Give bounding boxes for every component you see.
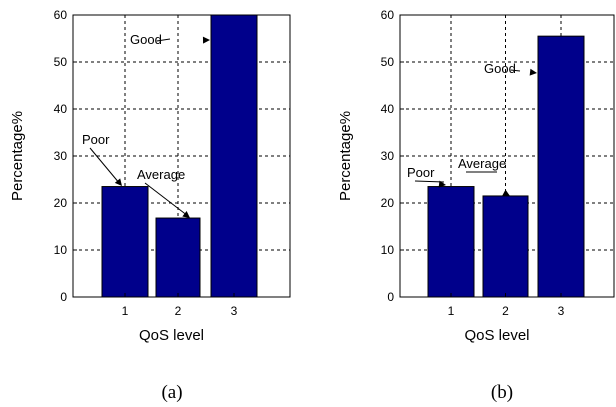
panel-caption: (b) <box>491 382 513 403</box>
annotation-good: Good <box>130 32 162 47</box>
y-tick-label: 40 <box>381 102 395 116</box>
x-tick-label: 1 <box>448 304 455 318</box>
y-tick-label: 10 <box>381 243 395 257</box>
y-tick-label: 20 <box>54 196 68 210</box>
x-tick-label: 2 <box>175 304 182 318</box>
annotation-good: Good <box>484 61 516 76</box>
y-axis-label: Percentage% <box>9 111 26 201</box>
annotation-average: Average <box>137 167 185 182</box>
y-tick-label: 50 <box>381 55 395 69</box>
annotation-arrow-head <box>502 189 510 196</box>
annotation-arrow-line <box>89 147 121 185</box>
y-tick-label: 60 <box>54 8 68 22</box>
y-axis-label: Percentage% <box>337 111 354 201</box>
y-tick-label: 10 <box>54 243 68 257</box>
y-tick-label: 30 <box>54 149 68 163</box>
y-tick-label: 40 <box>54 102 68 116</box>
annotation-arrow-head <box>202 36 210 44</box>
annotation-arrow-head <box>182 210 190 218</box>
y-tick-label: 60 <box>381 8 395 22</box>
chart-panel-a: 0 10 20 30 40 50 60 1 2 3 QoS level Percentage% Poor… <box>9 8 291 403</box>
y-tick-label: 0 <box>60 290 67 304</box>
x-tick-label: 3 <box>231 304 238 318</box>
annotation-arrow-line <box>414 180 445 183</box>
x-axis-label: QoS level <box>139 327 204 344</box>
annotation-poor: Poor <box>82 132 110 147</box>
y-tick-label: 30 <box>381 149 395 163</box>
bar-2 <box>482 195 529 298</box>
annotation-arrow-head <box>114 178 122 186</box>
bar-1 <box>101 186 149 298</box>
bar-2 <box>155 217 201 298</box>
annotation-arrow-line <box>156 38 171 42</box>
bar-3 <box>210 14 258 298</box>
annotation-arrow-line <box>510 69 521 72</box>
axes-frame <box>72 14 291 298</box>
x-axis-label: QoS level <box>464 327 529 344</box>
annotation-average: Average <box>458 156 506 171</box>
y-tick-label: 0 <box>387 290 394 304</box>
y-tick-label: 20 <box>381 196 395 210</box>
axes-frame <box>399 14 615 298</box>
bar-3 <box>537 35 585 298</box>
annotation-arrow-head <box>529 68 537 76</box>
y-tick-label: 50 <box>54 55 68 69</box>
annotation-poor: Poor <box>407 165 435 180</box>
chart-panel-b: 0 10 20 30 40 50 60 1 2 3 QoS level Percentage% Poor… <box>337 8 615 403</box>
x-tick-label: 1 <box>122 304 129 318</box>
x-tick-label: 2 <box>502 304 509 318</box>
panel-caption: (a) <box>161 382 182 403</box>
annotation-arrow-line <box>144 182 189 217</box>
annotation-arrow-head <box>438 180 446 188</box>
bar-1 <box>427 186 475 298</box>
x-tick-label: 3 <box>558 304 565 318</box>
